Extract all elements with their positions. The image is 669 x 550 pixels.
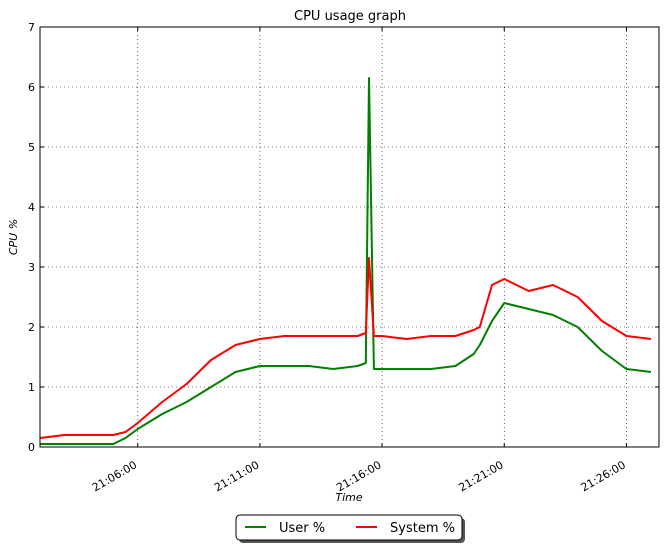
chart-title: CPU usage graph — [294, 9, 406, 24]
legend: User % System % — [235, 514, 465, 543]
x-axis-label: Time — [335, 491, 362, 504]
y-axis-label: CPU % — [7, 219, 20, 255]
y-tick-label: 6 — [28, 81, 35, 94]
plot-background — [40, 27, 659, 447]
x-tick-label: 21:11:00 — [212, 458, 261, 494]
y-tick-label: 0 — [28, 441, 35, 454]
x-tick-label: 21:16:00 — [334, 458, 383, 494]
y-axis: 0 1 2 3 4 5 6 7 — [28, 21, 659, 454]
x-tick-label: 21:06:00 — [90, 458, 139, 494]
y-tick-label: 2 — [28, 321, 35, 334]
y-tick-label: 4 — [28, 201, 35, 214]
y-tick-label: 5 — [28, 141, 35, 154]
x-tick-label: 21:26:00 — [579, 458, 628, 494]
y-tick-label: 1 — [28, 381, 35, 394]
x-tick-label: 21:21:00 — [456, 458, 505, 494]
legend-box — [235, 514, 463, 541]
legend-user-label: User % — [279, 521, 325, 536]
system-percent-line — [39, 257, 652, 439]
user-percent-line — [40, 77, 652, 445]
legend-system-label: System % — [390, 521, 455, 536]
series-layer — [39, 77, 652, 445]
y-tick-label: 3 — [28, 261, 35, 274]
y-tick-label: 7 — [28, 21, 35, 34]
plot-frame — [39, 26, 660, 448]
